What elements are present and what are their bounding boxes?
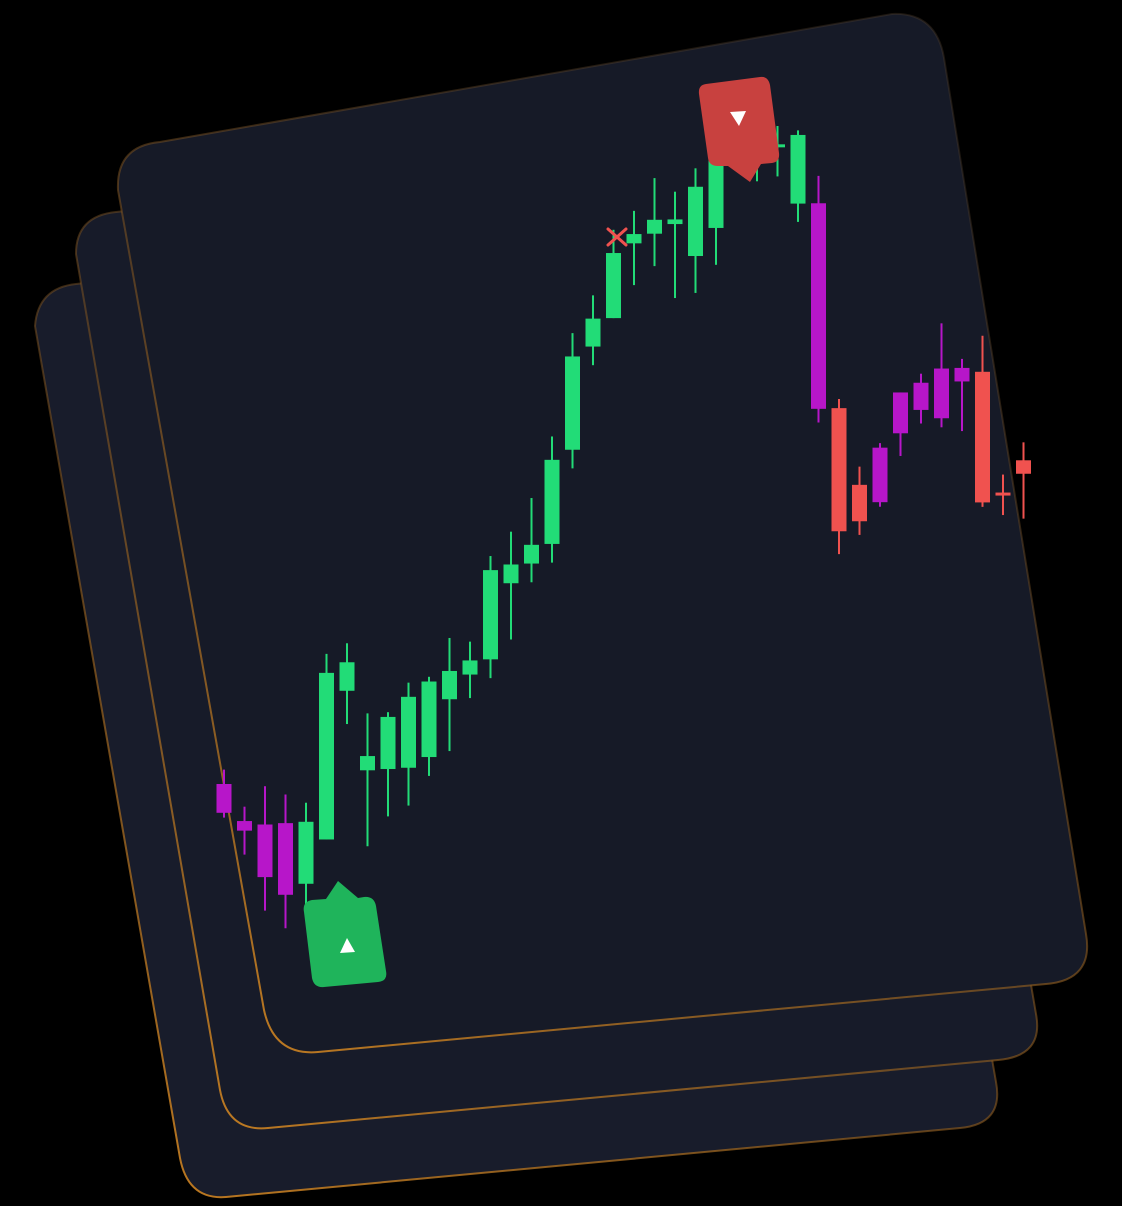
candle-body: [380, 716, 396, 770]
candle-body: [1016, 460, 1031, 474]
candle-body: [216, 784, 232, 813]
candle-body: [954, 367, 970, 382]
candle-body: [831, 408, 847, 532]
sell-signal-marker: [698, 76, 780, 182]
front-card: [116, 12, 1089, 1054]
triangle-down-icon: [730, 111, 746, 126]
candle-body: [483, 570, 498, 660]
candle-body: [975, 371, 990, 503]
buy-signal-marker: [303, 881, 387, 988]
candle-body: [811, 203, 826, 409]
candle-body: [934, 368, 949, 419]
candle-body: [421, 681, 437, 758]
candle-body: [893, 392, 908, 434]
candle-body: [442, 670, 457, 700]
candle-body: [688, 186, 703, 257]
candle-body: [647, 219, 662, 234]
candle-body: [278, 823, 293, 895]
candle-body: [360, 756, 375, 771]
candle-body: [237, 821, 252, 831]
triangle-up-icon: [340, 938, 355, 953]
candle-body: [524, 544, 539, 564]
candle-body: [565, 356, 580, 450]
candle-body: [544, 459, 560, 544]
candle-body: [667, 219, 683, 225]
candle-body: [852, 484, 867, 522]
candle-body: [503, 564, 519, 584]
candle-body: [790, 134, 806, 204]
candle-body: [708, 149, 724, 228]
candle-body: [913, 382, 929, 410]
candle-body: [995, 492, 1011, 496]
candle-body: [626, 234, 642, 244]
candle-body: [606, 253, 621, 319]
candle-body: [339, 662, 355, 691]
candlestick-series: [216, 125, 1031, 929]
candle-body: [298, 821, 314, 884]
candle-body: [319, 672, 334, 840]
close-icon: [606, 227, 628, 247]
candle-body: [257, 824, 273, 878]
candle-body: [585, 318, 601, 347]
candle-body: [462, 660, 478, 675]
candle-body: [872, 447, 888, 503]
candle-body: [401, 696, 416, 768]
